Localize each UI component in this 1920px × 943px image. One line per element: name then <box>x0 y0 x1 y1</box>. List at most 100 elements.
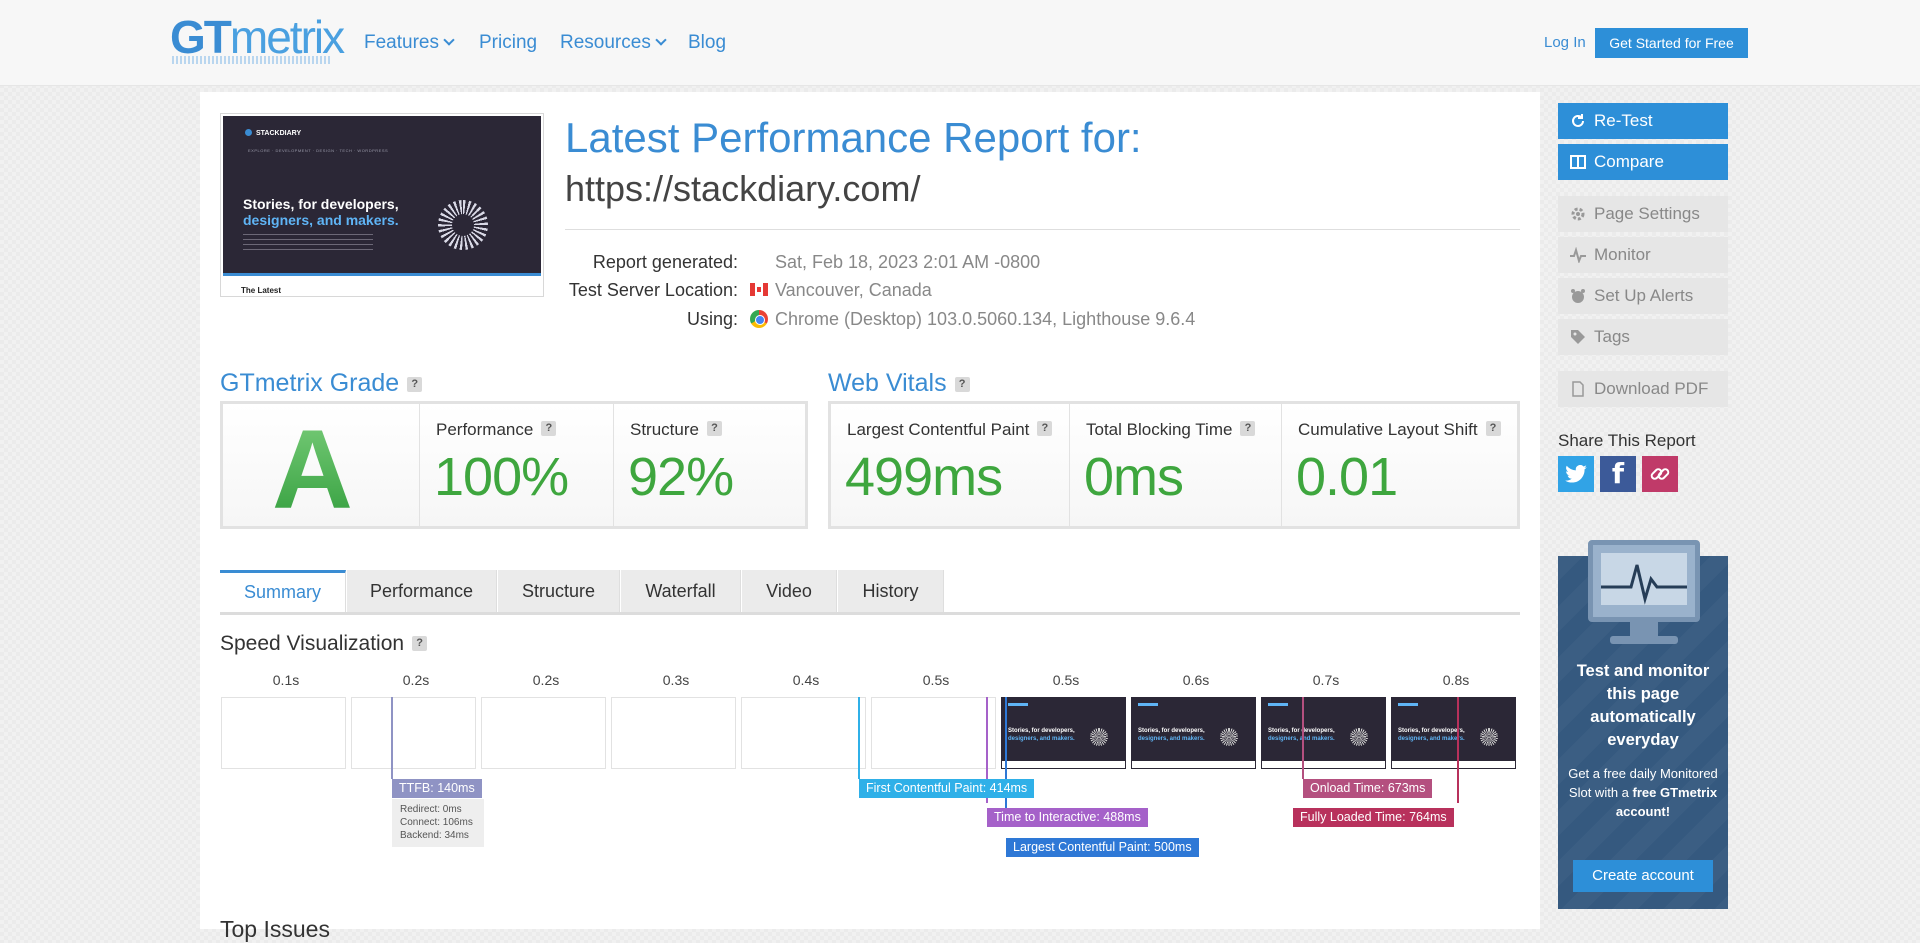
monitor-screen <box>1601 553 1687 605</box>
filmstrip-frame[interactable] <box>871 697 996 769</box>
performance-cell: Performance? 100% <box>419 404 613 526</box>
frame-footer <box>1002 761 1125 768</box>
timeline-tick: 0.5s <box>922 672 950 688</box>
frame-text: designers, and makers. <box>1268 736 1335 742</box>
divider <box>565 229 1520 230</box>
backend-time: Backend: 34ms <box>400 830 469 841</box>
share-report-label: Share This Report <box>1558 431 1696 450</box>
chevron-down-icon <box>443 34 455 46</box>
timeline-tick: 0.6s <box>1182 672 1210 688</box>
tab-video[interactable]: Video <box>742 570 837 612</box>
report-tabs: Summary Performance Structure Waterfall … <box>220 570 1520 615</box>
filmstrip-frame[interactable] <box>351 697 476 769</box>
help-icon[interactable]: ? <box>541 421 557 436</box>
tags-button[interactable]: Tags <box>1558 319 1728 355</box>
filmstrip-frame[interactable]: Stories, for developers, designers, and m… <box>1001 697 1126 769</box>
promo-headline: Test and monitor this page automatically… <box>1576 662 1710 749</box>
filmstrip-frame[interactable] <box>221 697 346 769</box>
pulse-icon <box>1570 247 1586 263</box>
fully-loaded-marker[interactable]: Fully Loaded Time: 764ms <box>1293 808 1454 827</box>
structure-label: Structure? <box>630 420 722 440</box>
filmstrip-frame[interactable] <box>741 697 866 769</box>
lcp-label: Largest Contentful Paint? <box>847 420 1053 440</box>
lcp-marker[interactable]: Largest Contentful Paint: 500ms <box>1006 838 1199 857</box>
monitor-base <box>1610 636 1678 644</box>
help-icon[interactable]: ? <box>407 377 423 392</box>
frame-brand <box>1268 703 1288 706</box>
thumbnail-hero-line1: Stories, for developers, <box>243 196 399 212</box>
web-vitals-title: Web Vitals? <box>828 369 970 398</box>
onload-line <box>1302 697 1304 779</box>
facebook-share-button[interactable]: f <box>1600 456 1636 492</box>
help-icon[interactable]: ? <box>1037 421 1053 436</box>
retest-label: Re-Test <box>1594 111 1653 130</box>
nav-resources[interactable]: Resources <box>560 32 667 54</box>
help-icon[interactable]: ? <box>706 421 722 436</box>
lcp-value: 499ms <box>845 447 1003 507</box>
help-icon[interactable]: ? <box>1485 421 1501 436</box>
tbt-cell: Total Blocking Time? 0ms <box>1069 404 1281 526</box>
retest-button[interactable]: Re-Test <box>1558 103 1728 139</box>
tab-waterfall[interactable]: Waterfall <box>621 570 741 612</box>
report-title: Latest Performance Report for: <box>565 114 1142 161</box>
speed-visualization-title-text: Speed Visualization <box>220 632 405 655</box>
report-url[interactable]: https://stackdiary.com/ <box>565 168 921 209</box>
login-link[interactable]: Log In <box>1544 34 1586 51</box>
performance-label: Performance? <box>436 420 557 440</box>
gear-icon <box>1571 207 1585 221</box>
facebook-icon: f <box>1611 457 1625 490</box>
spiral-graphic-icon <box>438 200 488 250</box>
copy-link-share-button[interactable] <box>1642 456 1678 492</box>
filmstrip-frame[interactable] <box>611 697 736 769</box>
filmstrip-frame[interactable] <box>481 697 606 769</box>
get-started-button[interactable]: Get Started for Free <box>1595 28 1748 58</box>
link-icon <box>1650 468 1670 480</box>
fcp-marker[interactable]: First Contentful Paint: 414ms <box>859 779 1035 798</box>
promo-body-text: Get a free daily Monitored Slot with a <box>1568 766 1718 800</box>
gtmetrix-logo[interactable]: GTmetrix <box>170 14 345 60</box>
connect-time: Connect: 106ms <box>400 817 473 828</box>
page-screenshot-thumbnail[interactable]: STACKDIARY EXPLORE · DEVELOPMENT · DESIG… <box>220 113 544 297</box>
frame-text: designers, and makers. <box>1008 736 1075 742</box>
filmstrip-frame[interactable]: Stories, for developers, designers, and m… <box>1391 697 1516 769</box>
help-icon[interactable]: ? <box>954 377 970 392</box>
twitter-share-button[interactable] <box>1558 456 1594 492</box>
grade-box: Performance? 100% Structure? 92% <box>220 401 808 529</box>
nav-pricing[interactable]: Pricing <box>479 32 538 53</box>
ttfb-marker[interactable]: TTFB: 140ms <box>392 779 482 798</box>
create-account-button[interactable]: Create account <box>1573 860 1713 892</box>
frame-footer <box>1262 761 1385 768</box>
report-generated-label: Report generated: <box>592 252 738 272</box>
structure-value: 92% <box>628 447 734 507</box>
performance-value: 100% <box>434 447 569 507</box>
tab-history[interactable]: History <box>838 570 944 612</box>
tbt-label: Total Blocking Time? <box>1086 420 1256 440</box>
page-settings-label: Page Settings <box>1594 204 1700 223</box>
help-icon[interactable]: ? <box>1240 421 1256 436</box>
frame-text: Stories, for developers, <box>1268 728 1335 734</box>
set-up-alerts-button[interactable]: Set Up Alerts <box>1558 278 1728 314</box>
monitor-button[interactable]: Monitor <box>1558 237 1728 273</box>
timeline-tick: 0.8s <box>1442 672 1470 688</box>
tab-structure[interactable]: Structure <box>498 570 620 612</box>
onload-marker[interactable]: Onload Time: 673ms <box>1303 779 1433 798</box>
tbt-value: 0ms <box>1084 447 1184 507</box>
nav-blog[interactable]: Blog <box>688 32 727 53</box>
speed-visualization-title: Speed Visualization? <box>220 632 428 656</box>
monitor-illustration-icon <box>1588 540 1700 622</box>
compare-button[interactable]: Compare <box>1558 144 1728 180</box>
filmstrip-frame[interactable]: Stories, for developers, designers, and m… <box>1131 697 1256 769</box>
tags-label: Tags <box>1594 327 1630 346</box>
page-settings-button[interactable]: Page Settings <box>1558 196 1728 232</box>
download-pdf-button[interactable]: Download PDF <box>1558 371 1728 407</box>
filmstrip-frame[interactable]: Stories, for developers, designers, and m… <box>1261 697 1386 769</box>
help-icon[interactable]: ? <box>412 636 428 651</box>
tab-performance[interactable]: Performance <box>347 570 497 612</box>
frame-text: designers, and makers. <box>1138 736 1205 742</box>
tti-marker[interactable]: Time to Interactive: 488ms <box>987 808 1148 827</box>
timeline-tick: 0.2s <box>532 672 560 688</box>
lcp-line <box>1005 697 1007 827</box>
tab-summary[interactable]: Summary <box>220 570 346 612</box>
nav-features[interactable]: Features <box>364 32 455 54</box>
monitor-stand <box>1630 622 1658 636</box>
